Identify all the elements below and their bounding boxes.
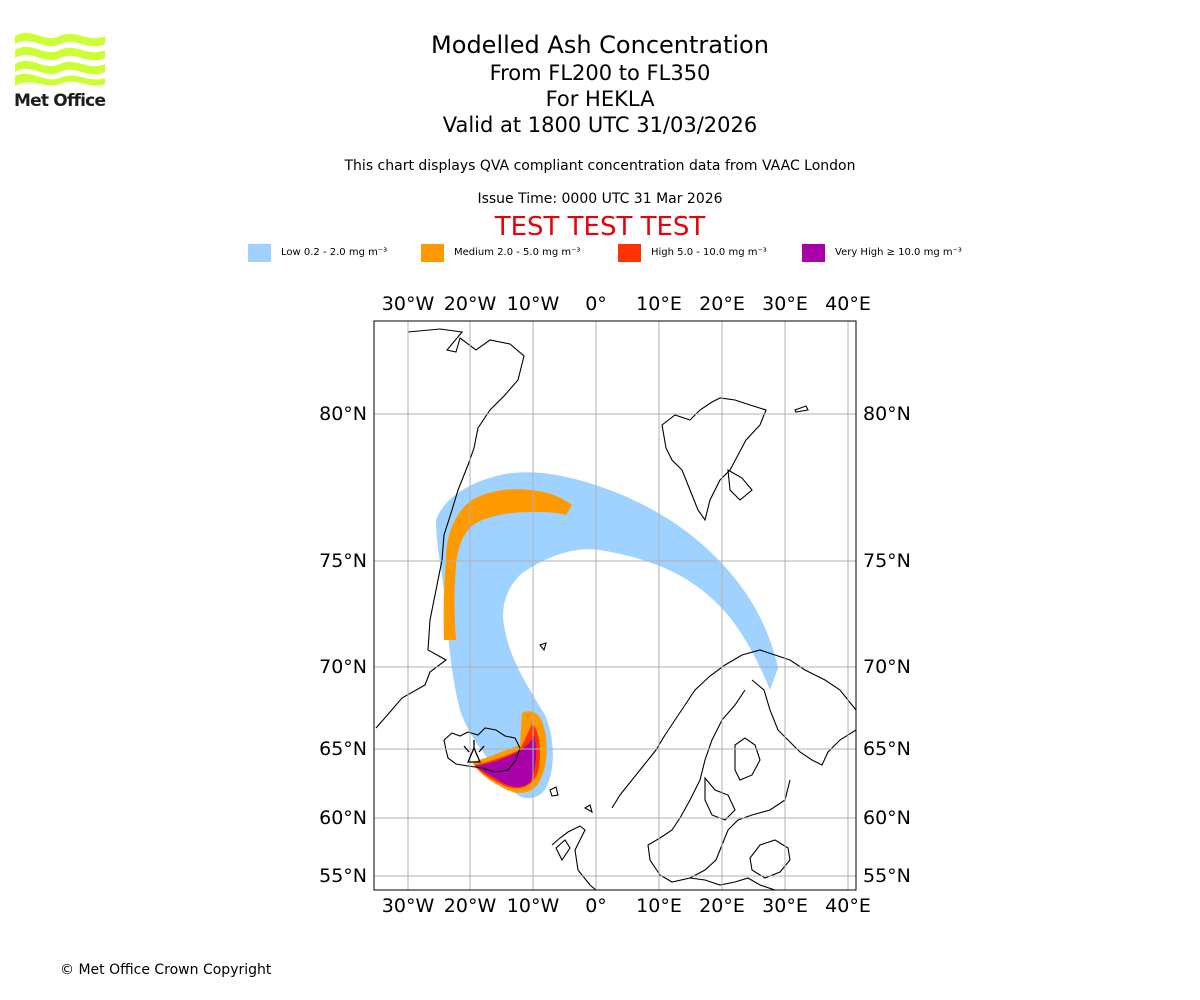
lat-label-right: 60°N bbox=[863, 807, 911, 829]
ash-low-zone bbox=[436, 472, 778, 799]
valid-time: Valid at 1800 UTC 31/03/2026 bbox=[442, 113, 758, 137]
lon-label-bottom: 20°E bbox=[699, 895, 745, 917]
graticule bbox=[374, 321, 856, 890]
legend-label-medium: Medium 2.0 - 5.0 mg m⁻³ bbox=[454, 247, 581, 258]
lon-label-top: 20°E bbox=[699, 293, 745, 315]
lat-label-left: 70°N bbox=[319, 656, 367, 678]
lat-label-left: 55°N bbox=[319, 865, 367, 887]
copyright: © Met Office Crown Copyright bbox=[60, 962, 272, 978]
legend-label-very-high: Very High ≥ 10.0 mg m⁻³ bbox=[835, 247, 962, 258]
lat-label-left: 80°N bbox=[319, 403, 367, 425]
legend-label-low: Low 0.2 - 2.0 mg m⁻³ bbox=[281, 247, 388, 258]
legend-swatch-low bbox=[248, 244, 271, 262]
lat-labels-right: 80°N 75°N 70°N 65°N 60°N 55°N bbox=[863, 403, 911, 887]
lon-label-bottom: 0° bbox=[585, 895, 607, 917]
lon-label-bottom: 10°W bbox=[507, 895, 560, 917]
logo-text: Met Office bbox=[14, 91, 106, 111]
met-office-logo bbox=[15, 32, 105, 86]
chart-title: Modelled Ash Concentration bbox=[431, 31, 769, 59]
lon-labels-bottom: 30°W 20°W 10°W 0° 10°E 20°E 30°E 40°E bbox=[382, 895, 871, 917]
lon-label-top: 40°E bbox=[825, 293, 871, 315]
description: This chart displays QVA compliant concen… bbox=[344, 158, 856, 174]
lon-label-top: 10°W bbox=[507, 293, 560, 315]
legend-swatch-very-high bbox=[802, 244, 825, 262]
legend-swatch-medium bbox=[421, 244, 444, 262]
lat-label-right: 70°N bbox=[863, 656, 911, 678]
lon-label-top: 10°E bbox=[636, 293, 682, 315]
map-frame bbox=[373, 320, 857, 891]
lon-label-bottom: 20°W bbox=[444, 895, 497, 917]
flight-levels: From FL200 to FL350 bbox=[489, 61, 711, 85]
lon-label-bottom: 30°E bbox=[762, 895, 808, 917]
lon-label-top: 0° bbox=[585, 293, 607, 315]
lat-label-left: 65°N bbox=[319, 738, 367, 760]
lat-label-right: 55°N bbox=[863, 865, 911, 887]
lon-label-bottom: 30°W bbox=[382, 895, 435, 917]
ash-medium-arc bbox=[443, 489, 572, 640]
volcano-marker bbox=[463, 740, 485, 763]
lon-label-bottom: 10°E bbox=[636, 895, 682, 917]
ash-cloud bbox=[436, 472, 778, 799]
lat-label-right: 65°N bbox=[863, 738, 911, 760]
volcano-name: For HEKLA bbox=[545, 87, 655, 111]
legend-label-high: High 5.0 - 10.0 mg m⁻³ bbox=[651, 247, 767, 258]
ash-very-high-zone bbox=[476, 735, 537, 788]
lon-label-top: 20°W bbox=[444, 293, 497, 315]
lon-labels-top: 30°W 20°W 10°W 0° 10°E 20°E 30°E 40°E bbox=[382, 293, 871, 315]
lat-labels-left: 80°N 75°N 70°N 65°N 60°N 55°N bbox=[319, 403, 367, 887]
test-banner: TEST TEST TEST bbox=[494, 212, 706, 242]
lon-label-top: 30°E bbox=[762, 293, 808, 315]
chart-titles: Modelled Ash Concentration From FL200 to… bbox=[0, 30, 1200, 138]
lat-label-right: 80°N bbox=[863, 403, 911, 425]
coastlines bbox=[375, 328, 856, 890]
lon-label-top: 30°W bbox=[382, 293, 435, 315]
issue-time: Issue Time: 0000 UTC 31 Mar 2026 bbox=[477, 191, 723, 207]
lon-label-bottom: 40°E bbox=[825, 895, 871, 917]
lat-label-right: 75°N bbox=[863, 550, 911, 572]
lat-label-left: 60°N bbox=[319, 807, 367, 829]
legend-swatch-high bbox=[618, 244, 641, 262]
lat-label-left: 75°N bbox=[319, 550, 367, 572]
